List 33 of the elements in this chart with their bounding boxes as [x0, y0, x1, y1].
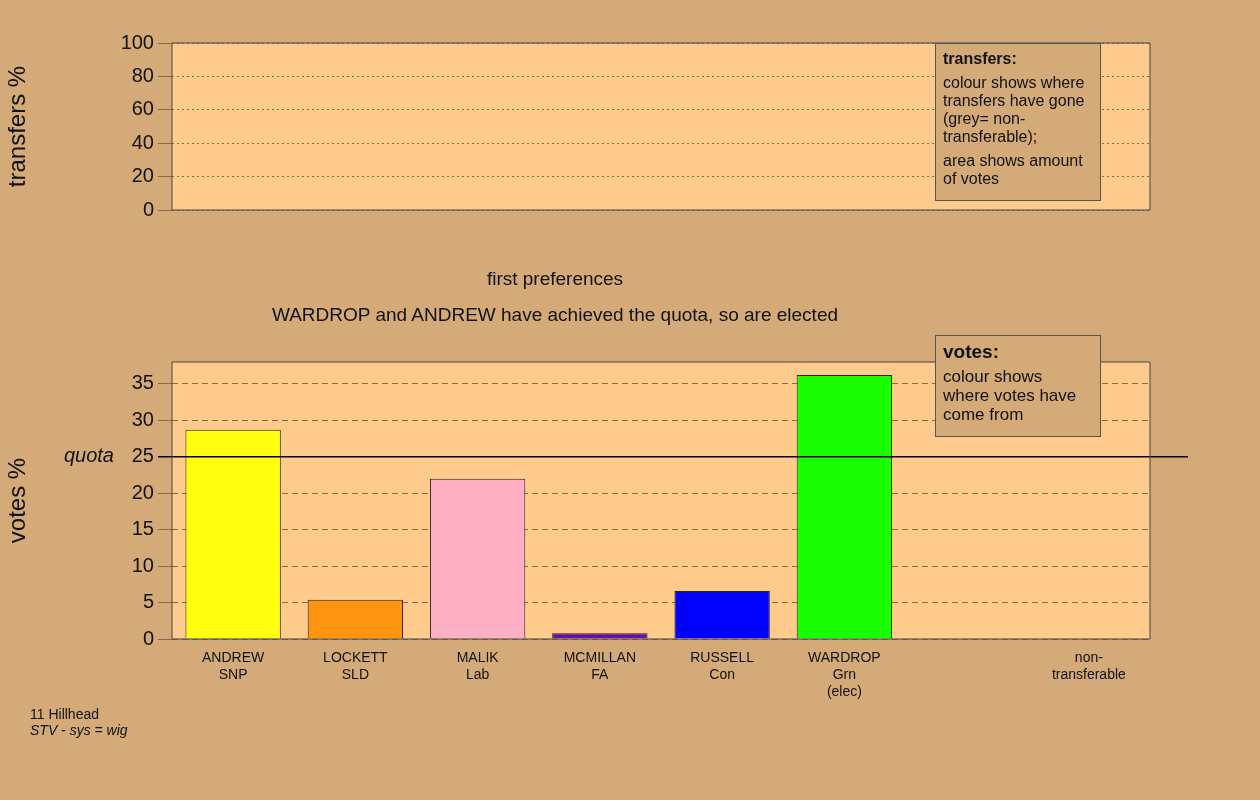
annotation: area shows amount of votes — [943, 152, 1084, 188]
x-tick-label: LOCKETT SLD — [323, 649, 389, 683]
x-tick-label: RUSSELL Con — [690, 649, 755, 683]
y-tick-label: 60 — [131, 97, 154, 120]
y-tick-label: 30 — [131, 407, 154, 430]
y-tick-label: 100 — [120, 30, 154, 53]
y-tick-label: 15 — [131, 517, 154, 540]
text: 11 Hillhead — [30, 706, 100, 722]
y-axis-title: votes % — [3, 457, 31, 544]
annotation: colour shows where transfers have gone (grey= non-transferable); — [943, 74, 1086, 146]
ref-line-label: quota — [63, 444, 114, 467]
y-tick-label: 40 — [131, 130, 154, 153]
y-tick-label: 10 — [131, 553, 154, 576]
y-tick-label: 0 — [142, 626, 154, 649]
y-tick-label: 5 — [142, 590, 154, 613]
y-tick-label: 20 — [131, 480, 154, 503]
y-tick-label: 80 — [131, 63, 154, 86]
x-tick-label: WARDROP Grn (elec) — [808, 649, 881, 699]
chart-subtitle: WARDROP and ANDREW have achieved the quota, so are elected — [270, 304, 840, 326]
y-tick-label: 25 — [131, 444, 154, 467]
x-tick-label: non- transferable — [1051, 649, 1127, 683]
y-tick-label: 20 — [131, 164, 154, 187]
text: STV - sys = wig — [30, 722, 128, 738]
annotation: transfers: — [943, 50, 1018, 68]
y-axis-title: transfers % — [3, 65, 31, 188]
y-tick-label: 0 — [142, 197, 154, 220]
x-tick-label: MCMILLAN FA — [563, 649, 637, 683]
annotation: votes: — [943, 341, 1000, 362]
chart-title: first preferences — [485, 268, 625, 290]
annotation: colour shows where votes have come from — [943, 367, 1078, 424]
y-tick-label: 35 — [131, 371, 154, 394]
x-tick-label: ANDREW SNP — [202, 649, 266, 683]
x-tick-label: MALIK Lab — [456, 649, 500, 683]
